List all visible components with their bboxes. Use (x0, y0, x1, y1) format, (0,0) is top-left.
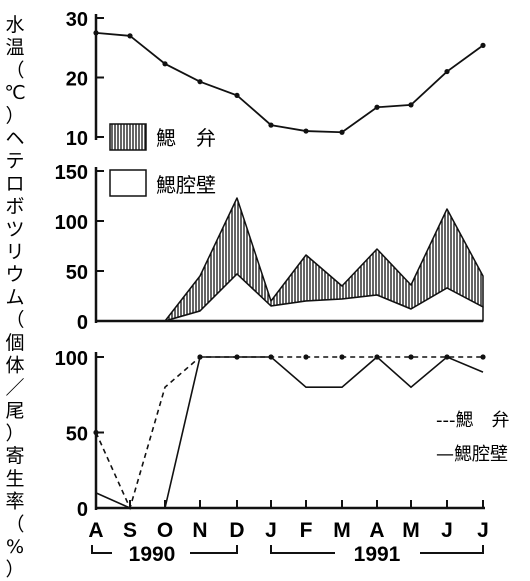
gill-lamella-rate-point (339, 354, 345, 360)
legend-label-solid-branchial-wall: —鰓腔壁 (436, 444, 508, 465)
rate-tick-label: 100 (55, 348, 88, 370)
y-label-char: （ (5, 59, 24, 81)
rate-tick-label: 50 (66, 424, 88, 446)
y-label-char: ウ (5, 264, 24, 286)
y-label-char: ヘ (5, 127, 24, 149)
y-label-char: ℃ (4, 82, 25, 104)
y-label-char: リ (5, 241, 24, 263)
gill-lamella-rate-line (95, 356, 483, 511)
y-label-char: 寄 (5, 445, 24, 467)
temp-point (374, 104, 380, 110)
y-label-char: ツ (5, 218, 24, 240)
temperature-panel: 30 20 10 (66, 9, 486, 150)
gill-lamella-rate-point (303, 354, 309, 360)
month-label: J (265, 519, 277, 542)
temp-tick-label: 20 (66, 69, 88, 91)
legend-label-dashed-gill-lamella: ---鰓 弁 (436, 410, 510, 431)
legend-swatch-gill-lamella (109, 123, 147, 151)
month-label: J (441, 519, 453, 542)
month-label: A (369, 519, 384, 542)
gill-lamella-rate-point (408, 354, 414, 360)
legend-areas: 鰓 弁 鰓腔壁 (109, 123, 216, 197)
temp-tick-label: 10 (66, 128, 88, 150)
temp-point (127, 33, 133, 39)
temp-series-line (95, 31, 484, 134)
temp-point (197, 79, 203, 85)
y-label-char: ボ (5, 196, 24, 218)
y-label-char: % (6, 536, 24, 558)
year-label-1990: 1990 (129, 543, 176, 566)
month-label: F (300, 519, 313, 542)
year-label-1991: 1991 (354, 543, 401, 566)
branchial-wall-area (164, 273, 484, 322)
temp-point (234, 92, 240, 98)
y-label-char: ） (5, 559, 24, 581)
year-bracket-1991-right (420, 545, 484, 554)
y-label-char: （ (5, 513, 24, 535)
y-label-char: テ (5, 150, 24, 172)
gill-lamella-rate-point (374, 354, 380, 360)
month-label: M (333, 519, 351, 542)
y-label-char: 温 (5, 37, 24, 59)
y-label-char: （ (5, 309, 24, 331)
year-bracket-1991-left (270, 545, 335, 554)
y-label-char: 率 (5, 491, 24, 513)
temp-point (303, 128, 309, 134)
y-label-char: 体 (5, 354, 24, 376)
count-tick-label: 150 (55, 162, 88, 184)
month-label: D (229, 519, 244, 542)
rate-tick-label: 0 (77, 499, 88, 521)
month-label: M (402, 519, 420, 542)
temp-point (480, 42, 486, 48)
gill-lamella-rate-point (93, 429, 99, 436)
temp-point (408, 102, 414, 108)
month-label: N (192, 519, 207, 542)
legend-swatch-branchial-wall (109, 169, 147, 197)
y-label-char: ） (5, 423, 24, 445)
gill-lamella-rate-point (444, 354, 450, 360)
y-label-char: ロ (5, 173, 24, 195)
parasitism-rate-panel: 100 50 0 ---鰓 弁 —鰓腔壁 (55, 348, 510, 521)
y-label-char: 尾 (5, 400, 24, 422)
temp-point (339, 129, 345, 135)
count-tick-label: 50 (66, 262, 88, 284)
y-label-char: ／ (5, 377, 24, 399)
month-label: O (157, 519, 173, 542)
y-label-char: 水 (5, 14, 24, 36)
parasite-count-panel: 150 100 50 0 鰓 弁 鰓腔壁 (55, 123, 484, 334)
year-bracket-1990-left (91, 545, 112, 554)
gill-lamella-rate-point (480, 354, 486, 360)
temp-tick-label: 30 (66, 9, 88, 31)
month-label: S (123, 519, 137, 542)
year-bracket-1990-right (190, 545, 238, 554)
temp-point (444, 68, 450, 75)
y-label-char: 個 (5, 332, 24, 354)
legend-label-branchial-wall: 鰓腔壁 (156, 173, 216, 197)
temp-point (268, 122, 274, 128)
legend-label-gill-lamella: 鰓 弁 (156, 126, 216, 150)
gill-lamella-rate-point (234, 354, 240, 360)
temp-point (93, 30, 99, 36)
gill-lamella-rate-point (197, 354, 203, 360)
y-label-char: 生 (5, 468, 24, 490)
y-label-char: ） (5, 105, 24, 127)
count-tick-label: 100 (55, 212, 88, 234)
month-label: A (88, 519, 103, 542)
month-label: J (477, 519, 489, 542)
branchial-wall-rate-line (95, 355, 484, 509)
legend-lines: ---鰓 弁 —鰓腔壁 (436, 410, 510, 465)
gill-lamella-rate-point (268, 354, 274, 360)
y-label-char: ム (5, 286, 24, 308)
temp-point (162, 61, 168, 67)
count-tick-label: 0 (77, 312, 88, 334)
